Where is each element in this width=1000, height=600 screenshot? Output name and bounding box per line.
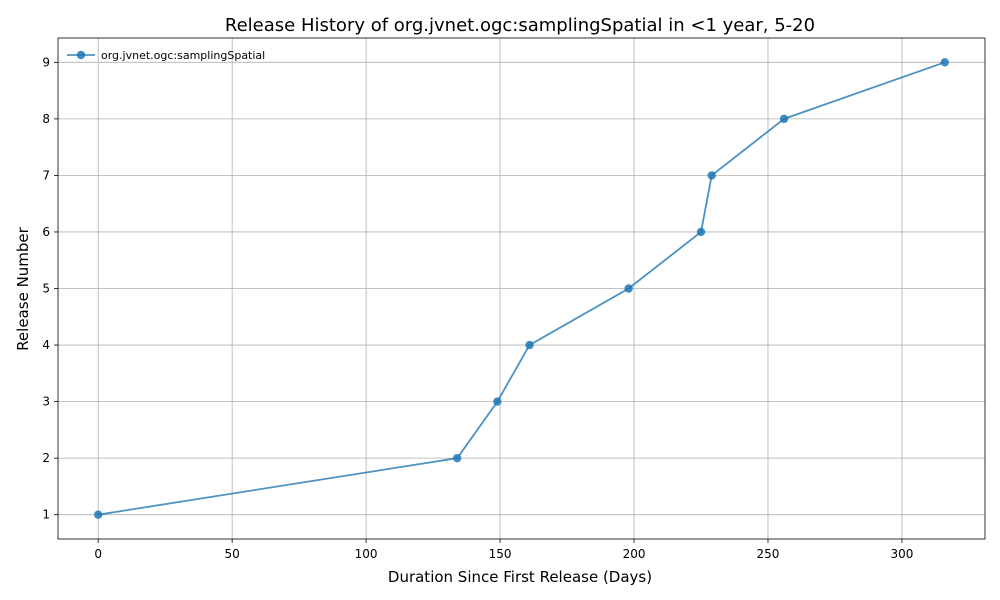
- data-point: [493, 397, 502, 406]
- x-tick-label: 150: [489, 547, 512, 561]
- x-tick-label: 200: [623, 547, 646, 561]
- series-layer: [93, 58, 950, 519]
- data-point: [940, 58, 950, 67]
- data-point: [624, 284, 633, 293]
- x-axis-label: Duration Since First Release (Days): [388, 568, 652, 586]
- chart-title: Release History of org.jvnet.ogc:samplin…: [225, 15, 815, 36]
- data-point: [696, 227, 706, 237]
- y-tick-label: 6: [42, 225, 50, 239]
- legend-marker: [76, 50, 86, 60]
- data-point: [525, 340, 534, 350]
- x-tick-label: 50: [225, 547, 240, 561]
- x-tick-label: 0: [94, 547, 102, 561]
- x-tick-label: 100: [355, 547, 378, 561]
- data-point: [452, 453, 462, 463]
- data-point: [707, 171, 716, 180]
- y-tick-label: 4: [42, 338, 50, 352]
- y-tick-label: 9: [42, 55, 50, 69]
- y-tick-label: 1: [42, 508, 50, 522]
- y-tick-label: 7: [42, 168, 50, 182]
- legend-label: org.jvnet.ogc:samplingSpatial: [101, 49, 265, 62]
- ticks: 0 50 100 150 200 250 300 1 2 3 4 5 6 7 8 9: [42, 55, 913, 561]
- y-tick-label: 5: [42, 282, 50, 296]
- y-tick-label: 8: [42, 112, 50, 126]
- data-point: [779, 114, 789, 124]
- y-tick-label: 2: [42, 451, 50, 465]
- x-tick-label: 250: [757, 547, 780, 561]
- data-point: [93, 510, 103, 519]
- y-axis-label: Release Number: [14, 226, 32, 350]
- x-tick-label: 300: [890, 547, 913, 561]
- legend: org.jvnet.ogc:samplingSpatial: [67, 49, 265, 62]
- grid: [58, 38, 985, 539]
- y-tick-label: 3: [42, 395, 50, 409]
